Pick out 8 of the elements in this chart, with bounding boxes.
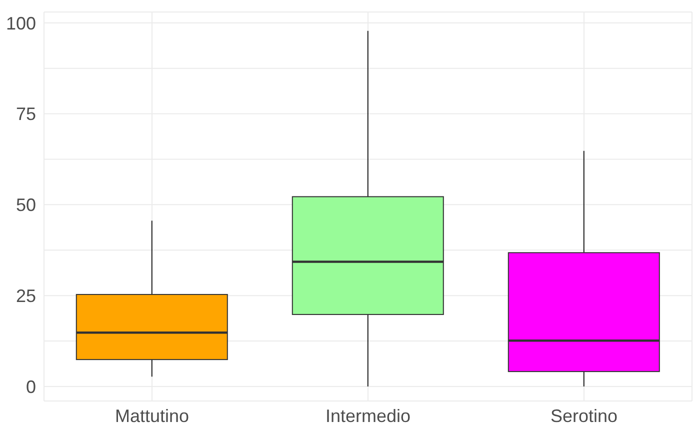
y-tick-label: 75 [16,104,36,124]
y-tick-label: 100 [6,13,36,34]
y-tick-label: 25 [16,286,36,306]
x-tick-label: Mattutino [114,406,190,426]
x-tick-label: Intermedio [325,406,411,426]
y-tick-label: 0 [26,376,36,397]
y-tick-label: 50 [16,195,36,216]
x-tick-label: Serotino [550,406,618,426]
